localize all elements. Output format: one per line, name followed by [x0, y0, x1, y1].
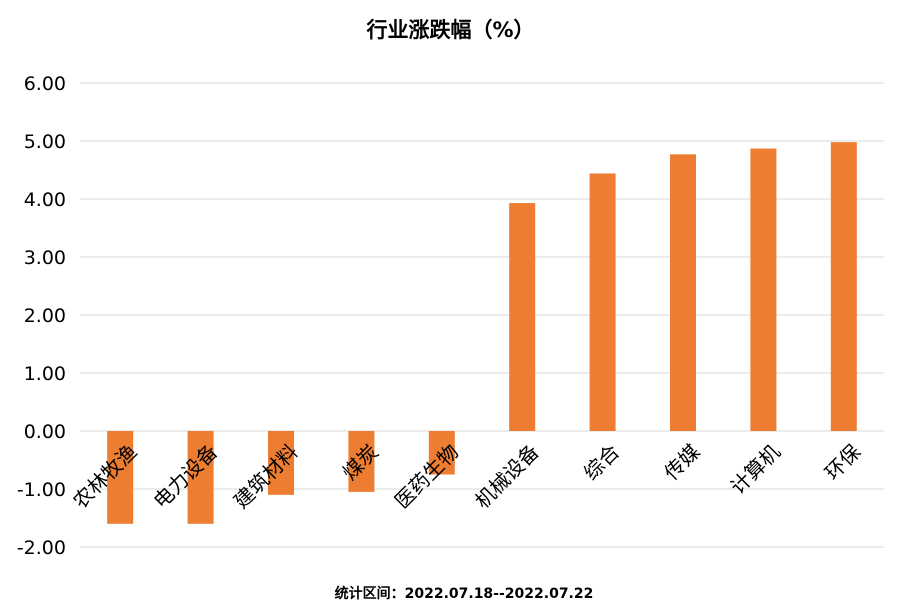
y-tick-label: 6.00 — [24, 73, 66, 95]
y-axis-ticks: 6.00 5.00 4.00 3.00 2.00 1.00 0.00 -1.00 -2.00 — [17, 73, 66, 559]
y-tick-label: 0.00 — [24, 421, 66, 443]
x-tick-label: 医药生物 — [390, 440, 464, 514]
y-tick-label: 1.00 — [24, 363, 66, 385]
chart-title: 行业涨跌幅（%） — [366, 18, 535, 42]
bar — [589, 173, 616, 432]
y-tick-label: 4.00 — [24, 189, 66, 211]
bar — [348, 431, 375, 492]
x-tick-label: 煤炭 — [338, 440, 383, 485]
y-tick-label: 5.00 — [24, 131, 66, 153]
bar — [509, 203, 536, 431]
y-tick-label: -2.00 — [17, 537, 66, 559]
stat-period-note: 统计区间：2022.07.18--2022.07.22 — [334, 586, 594, 602]
bar — [187, 431, 214, 524]
bar — [830, 142, 857, 431]
bar — [268, 431, 294, 495]
bars — [107, 142, 857, 524]
bar — [750, 148, 777, 432]
y-tick-label: 3.00 — [24, 247, 66, 269]
x-tick-label: 环保 — [820, 440, 865, 485]
bar — [670, 154, 696, 431]
gridlines — [80, 82, 884, 548]
bar — [107, 431, 134, 524]
y-tick-label: 2.00 — [24, 305, 66, 327]
y-tick-label: -1.00 — [17, 479, 66, 501]
x-tick-label: 传媒 — [659, 440, 704, 485]
x-tick-label: 综合 — [579, 440, 624, 485]
bar — [428, 431, 455, 475]
x-tick-label: 计算机 — [726, 440, 785, 499]
x-tick-label: 机械设备 — [470, 440, 544, 514]
